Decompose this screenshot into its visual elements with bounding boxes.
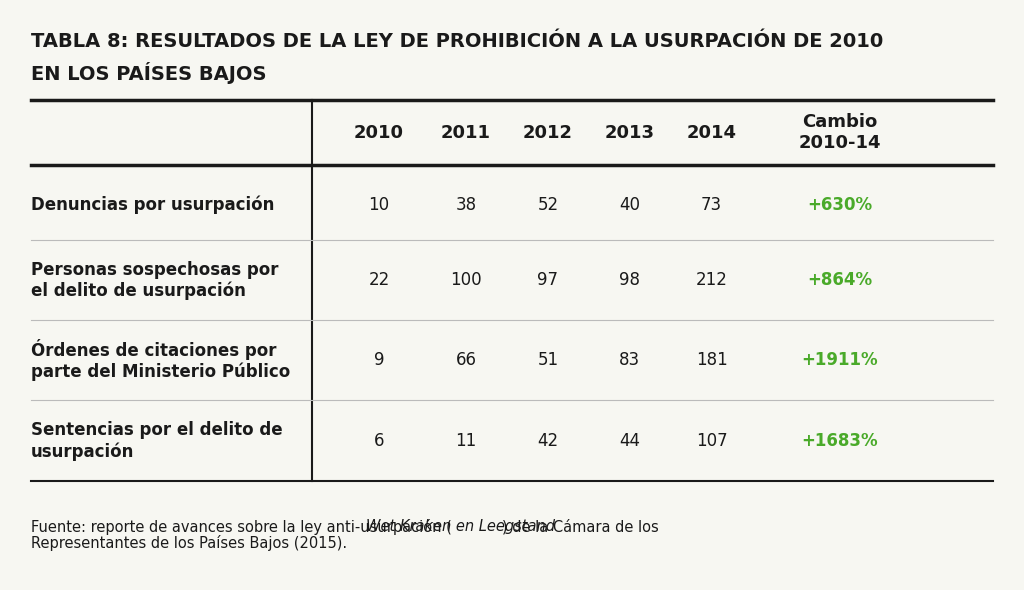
Text: 2012: 2012 <box>523 124 572 142</box>
Text: 83: 83 <box>620 351 640 369</box>
Text: Wet Kraken en Leegstand: Wet Kraken en Leegstand <box>367 519 555 534</box>
Text: +1683%: +1683% <box>802 432 878 450</box>
Text: Sentencias por el delito de
usurpación: Sentencias por el delito de usurpación <box>31 421 283 461</box>
Text: 2013: 2013 <box>605 124 654 142</box>
Text: TABLA 8: RESULTADOS DE LA LEY DE PROHIBICIÓN A LA USURPACIÓN DE 2010: TABLA 8: RESULTADOS DE LA LEY DE PROHIBI… <box>31 32 883 51</box>
Text: Fuente: reporte de avances sobre la ley anti-usurpación (: Fuente: reporte de avances sobre la ley … <box>31 519 452 535</box>
Text: Personas sospechosas por
el delito de usurpación: Personas sospechosas por el delito de us… <box>31 261 279 300</box>
Text: 44: 44 <box>620 432 640 450</box>
Text: 40: 40 <box>620 196 640 214</box>
Text: 100: 100 <box>451 271 481 289</box>
Text: 66: 66 <box>456 351 476 369</box>
Text: 52: 52 <box>538 196 558 214</box>
Text: 2014: 2014 <box>687 124 736 142</box>
Text: 2011: 2011 <box>441 124 490 142</box>
Text: 181: 181 <box>695 351 728 369</box>
Text: 22: 22 <box>369 271 389 289</box>
Text: 10: 10 <box>369 196 389 214</box>
Text: 107: 107 <box>696 432 727 450</box>
Text: 2010: 2010 <box>354 124 403 142</box>
Text: 6: 6 <box>374 432 384 450</box>
Text: Cambio
2010-14: Cambio 2010-14 <box>799 113 881 152</box>
Text: 11: 11 <box>456 432 476 450</box>
Text: 97: 97 <box>538 271 558 289</box>
Text: +864%: +864% <box>807 271 872 289</box>
Text: 73: 73 <box>701 196 722 214</box>
Text: 42: 42 <box>538 432 558 450</box>
Text: Representantes de los Países Bajos (2015).: Representantes de los Países Bajos (2015… <box>31 535 347 551</box>
Text: ) de la Cámara de los: ) de la Cámara de los <box>502 519 658 535</box>
Text: 38: 38 <box>456 196 476 214</box>
Text: 98: 98 <box>620 271 640 289</box>
Text: EN LOS PAÍSES BAJOS: EN LOS PAÍSES BAJOS <box>31 62 266 84</box>
Text: +1911%: +1911% <box>802 351 878 369</box>
Text: +630%: +630% <box>807 196 872 214</box>
Text: 9: 9 <box>374 351 384 369</box>
Text: 212: 212 <box>695 271 728 289</box>
Text: 51: 51 <box>538 351 558 369</box>
Text: Denuncias por usurpación: Denuncias por usurpación <box>31 196 274 214</box>
Text: Órdenes de citaciones por
parte del Ministerio Público: Órdenes de citaciones por parte del Mini… <box>31 339 290 381</box>
